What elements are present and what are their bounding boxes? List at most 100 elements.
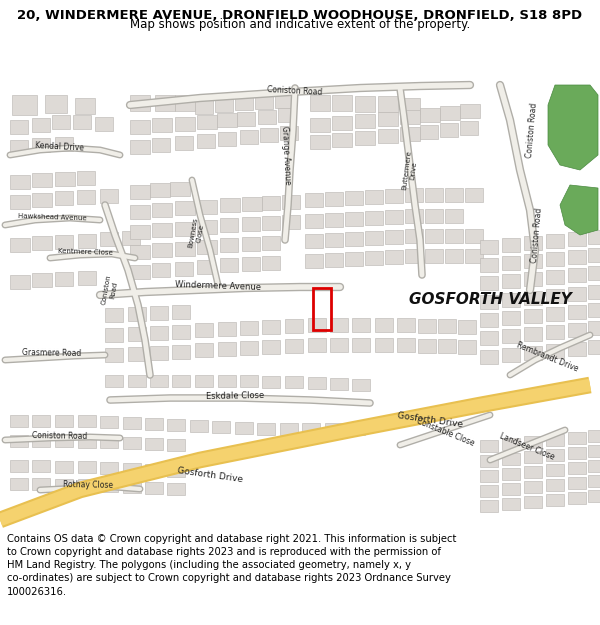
Bar <box>445 209 463 223</box>
Bar <box>242 217 260 231</box>
Bar <box>502 329 520 343</box>
Bar <box>75 98 95 114</box>
Bar <box>418 339 436 353</box>
Bar <box>175 117 195 131</box>
Bar <box>195 375 213 387</box>
Bar <box>197 240 217 254</box>
Bar <box>152 223 172 237</box>
Bar <box>568 232 586 246</box>
Bar <box>568 305 586 319</box>
Bar <box>568 287 586 301</box>
Bar <box>130 120 150 134</box>
Bar <box>420 108 440 122</box>
Bar <box>332 95 352 111</box>
Bar <box>197 220 217 234</box>
Bar <box>218 132 236 146</box>
Bar <box>175 95 195 111</box>
Bar <box>458 340 476 354</box>
Bar <box>95 117 113 131</box>
Bar <box>32 138 50 152</box>
Bar <box>282 195 300 209</box>
Bar <box>438 319 456 333</box>
Bar <box>152 263 170 277</box>
Bar <box>325 253 343 267</box>
Bar <box>45 95 67 113</box>
Bar <box>197 200 217 214</box>
Bar <box>405 209 423 223</box>
Bar <box>588 340 600 354</box>
Bar <box>365 231 383 245</box>
Bar <box>175 242 195 256</box>
Bar <box>425 209 443 223</box>
Bar <box>10 120 28 134</box>
Bar <box>55 461 73 473</box>
Bar <box>152 118 172 132</box>
Bar <box>150 346 168 360</box>
Bar <box>220 198 240 212</box>
Bar <box>78 271 96 285</box>
Bar <box>100 462 118 474</box>
Text: Contains OS data © Crown copyright and database right 2021. This information is : Contains OS data © Crown copyright and d… <box>7 534 457 597</box>
Bar <box>568 447 586 459</box>
Bar <box>588 230 600 244</box>
Bar <box>425 229 443 243</box>
Bar <box>123 437 141 449</box>
Text: Grange Avenue: Grange Avenue <box>280 126 292 184</box>
Bar <box>440 123 458 137</box>
Bar <box>150 326 168 340</box>
Bar <box>502 274 520 288</box>
Text: Windermere Avenue: Windermere Avenue <box>175 280 261 292</box>
Bar <box>524 466 542 478</box>
Bar <box>308 377 326 389</box>
Bar <box>235 422 253 434</box>
Text: Coniston Road: Coniston Road <box>530 207 544 263</box>
Bar <box>460 104 480 118</box>
Bar <box>502 348 520 362</box>
Bar <box>55 272 73 286</box>
Bar <box>375 318 393 332</box>
Bar <box>400 98 420 114</box>
Bar <box>260 128 278 142</box>
Bar <box>460 121 478 135</box>
Bar <box>524 236 542 250</box>
Bar <box>305 254 323 268</box>
Bar <box>308 338 326 352</box>
Bar <box>480 455 498 467</box>
Bar <box>32 460 50 472</box>
Bar <box>280 423 298 435</box>
Bar <box>365 211 383 225</box>
Bar <box>480 276 498 290</box>
Bar <box>237 112 255 126</box>
Bar <box>123 463 141 475</box>
Bar <box>588 285 600 299</box>
Bar <box>524 451 542 463</box>
Bar <box>130 245 150 259</box>
Bar <box>262 236 280 250</box>
Bar <box>465 229 483 243</box>
Text: GOSFORTH VALLEY: GOSFORTH VALLEY <box>409 292 571 308</box>
Bar <box>502 311 520 325</box>
Bar <box>52 115 70 129</box>
Bar <box>480 313 498 327</box>
Bar <box>375 338 393 352</box>
Bar <box>10 435 28 447</box>
Text: Gosforth Drive: Gosforth Drive <box>176 466 244 484</box>
Text: Kentmere Close: Kentmere Close <box>58 248 112 256</box>
Text: Gosforth Drive: Gosforth Drive <box>397 411 463 429</box>
Bar <box>524 481 542 493</box>
Bar <box>123 481 141 493</box>
Bar <box>197 115 217 129</box>
Bar <box>242 237 260 251</box>
Bar <box>524 436 542 448</box>
Bar <box>10 478 28 490</box>
Bar <box>150 306 168 320</box>
Bar <box>12 95 37 115</box>
Bar <box>568 477 586 489</box>
Bar <box>588 490 600 502</box>
Bar <box>502 256 520 270</box>
Text: Rothay Close: Rothay Close <box>63 480 113 490</box>
Bar <box>546 494 564 506</box>
Polygon shape <box>560 185 598 235</box>
Bar <box>405 249 423 263</box>
Bar <box>378 129 398 143</box>
